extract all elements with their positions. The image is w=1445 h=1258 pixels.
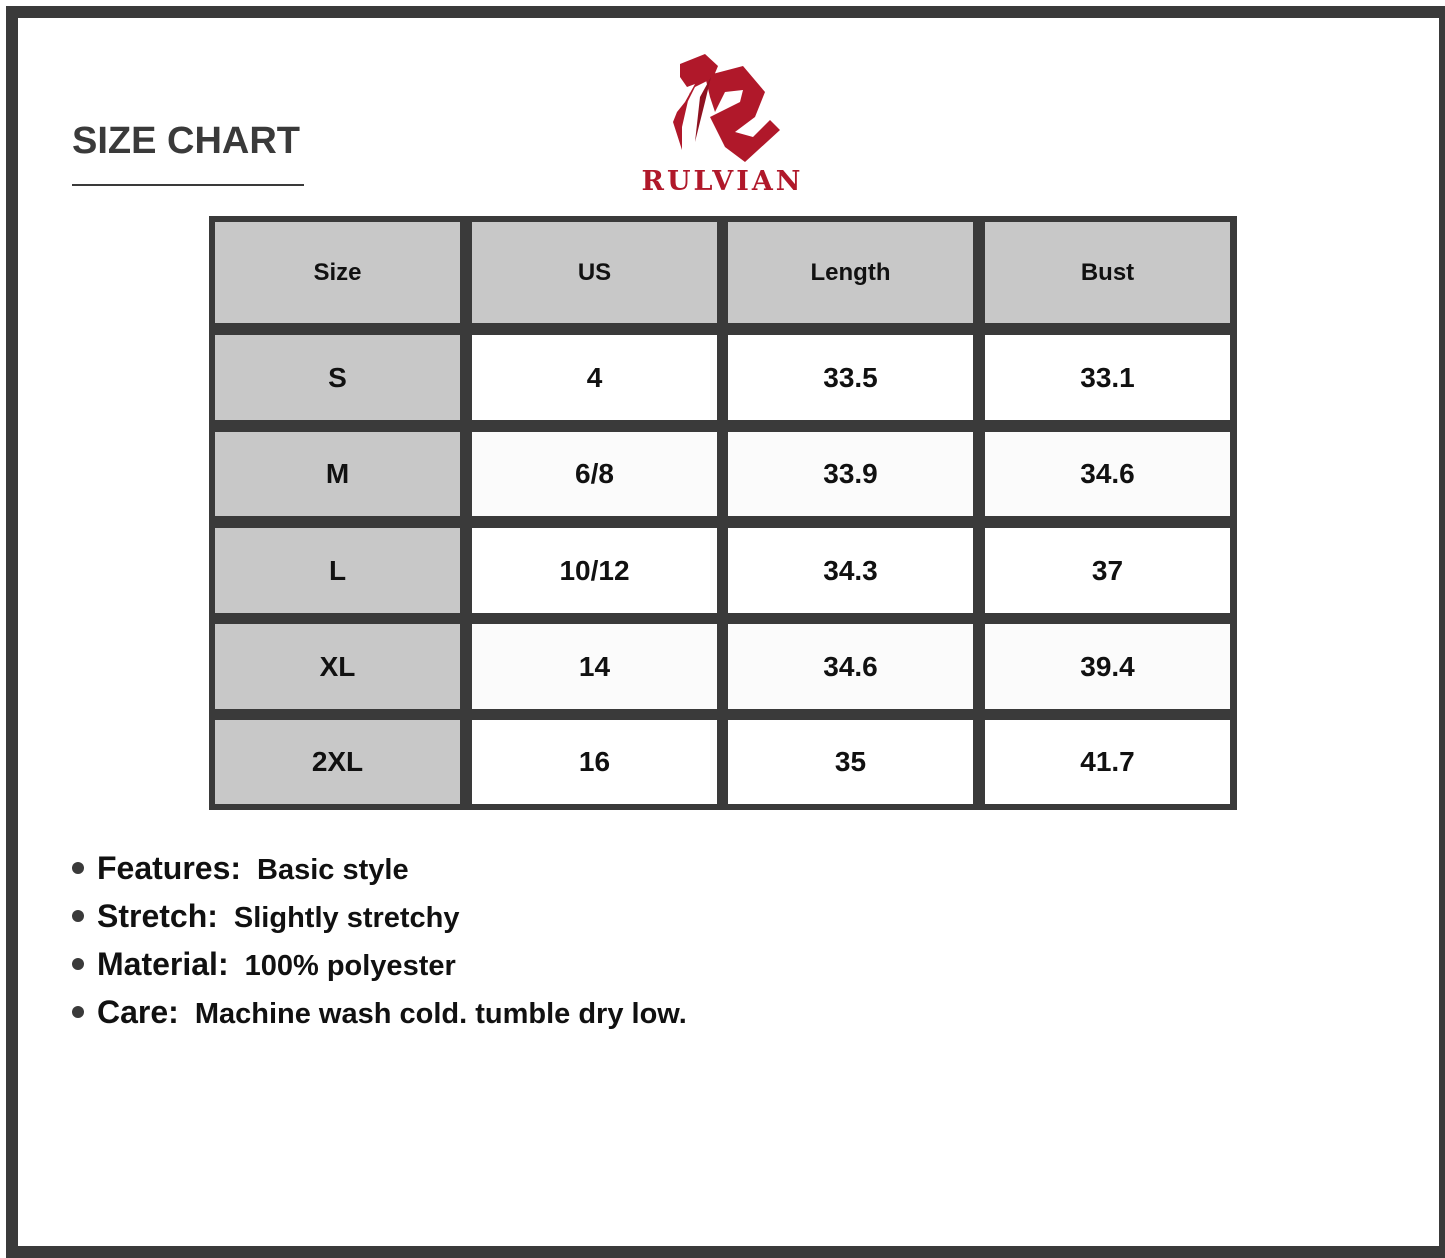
brand-name: RULVIAN [641, 166, 804, 197]
detail-label: Stretch: [97, 898, 218, 934]
table-cell: 33.5 [728, 335, 973, 420]
product-details: Features: Basic style Stretch: Slightly str… [72, 850, 687, 1042]
detail-value: Machine wash cold. tumble dry low. [194, 998, 687, 1030]
table-cell: 34.3 [728, 528, 973, 613]
title-underline [72, 184, 304, 186]
table-cell: 4 [472, 335, 717, 420]
column-header-length: Length [728, 222, 973, 323]
page-title: SIZE CHART [72, 120, 300, 162]
table-cell: 10/12 [472, 528, 717, 613]
table-cell: 34.6 [985, 432, 1230, 516]
detail-label: Features: [97, 850, 242, 886]
detail-item: Features: Basic style [72, 850, 687, 898]
row-size-label: L [215, 528, 460, 613]
bullet-icon [72, 1006, 84, 1018]
row-size-label: M [215, 432, 460, 516]
row-size-label: 2XL [215, 720, 460, 804]
column-header-size: Size [215, 222, 460, 323]
detail-label: Care: [97, 994, 179, 1030]
table-cell: 6/8 [472, 432, 717, 516]
detail-item: Material: 100% polyester [72, 946, 687, 994]
column-header-bust: Bust [985, 222, 1230, 323]
table-cell: 34.6 [728, 624, 973, 709]
table-cell: 35 [728, 720, 973, 804]
bullet-icon [72, 910, 84, 922]
table-cell: 33.9 [728, 432, 973, 516]
table-cell: 16 [472, 720, 717, 804]
detail-value: 100% polyester [244, 950, 456, 982]
detail-item: Stretch: Slightly stretchy [72, 898, 687, 946]
table-cell: 37 [985, 528, 1230, 613]
row-size-label: XL [215, 624, 460, 709]
row-size-label: S [215, 335, 460, 420]
table-cell: 14 [472, 624, 717, 709]
bullet-icon [72, 958, 84, 970]
table-cell: 39.4 [985, 624, 1230, 709]
bullet-icon [72, 862, 84, 874]
detail-value: Basic style [257, 854, 409, 886]
column-header-us: US [472, 222, 717, 323]
detail-item: Care: Machine wash cold. tumble dry low. [72, 994, 687, 1042]
detail-value: Slightly stretchy [233, 902, 460, 934]
brand-logo-icon [673, 54, 780, 162]
table-cell: 41.7 [985, 720, 1230, 804]
table-cell: 33.1 [985, 335, 1230, 420]
size-table: Size US Length Bust S 4 33.5 33.1 M 6/8 33.9 34.6 L 1… [209, 216, 1237, 810]
detail-label: Material: [97, 946, 229, 982]
